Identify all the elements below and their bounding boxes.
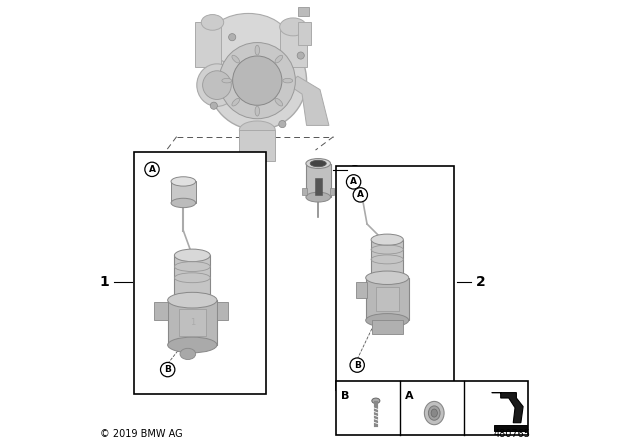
Ellipse shape <box>428 406 440 420</box>
Ellipse shape <box>283 78 292 83</box>
Ellipse shape <box>310 160 326 167</box>
Text: 480765: 480765 <box>493 429 531 439</box>
Ellipse shape <box>365 271 409 284</box>
Bar <box>134 152 266 394</box>
Bar <box>356 282 367 298</box>
Ellipse shape <box>232 99 239 106</box>
Text: B: B <box>164 365 171 374</box>
Bar <box>217 302 228 320</box>
Polygon shape <box>492 392 523 423</box>
Circle shape <box>346 175 361 189</box>
Ellipse shape <box>275 55 283 63</box>
Polygon shape <box>289 76 329 125</box>
Bar <box>371 320 403 334</box>
Bar <box>371 240 403 278</box>
Ellipse shape <box>208 13 289 67</box>
Ellipse shape <box>280 18 307 36</box>
Text: 3: 3 <box>351 164 359 177</box>
Ellipse shape <box>424 401 444 425</box>
Text: A: A <box>148 165 156 174</box>
Ellipse shape <box>171 177 196 186</box>
Bar <box>298 7 308 16</box>
Circle shape <box>145 162 159 177</box>
Ellipse shape <box>178 250 207 261</box>
Circle shape <box>219 43 296 119</box>
Ellipse shape <box>222 78 232 83</box>
Text: © 2019 BMW AG: © 2019 BMW AG <box>100 429 183 439</box>
Bar <box>336 381 529 435</box>
Circle shape <box>161 362 175 377</box>
Circle shape <box>208 31 307 130</box>
Bar <box>154 302 168 320</box>
Ellipse shape <box>174 249 210 262</box>
Bar <box>174 255 210 300</box>
Circle shape <box>297 52 304 59</box>
Text: A: A <box>357 190 364 199</box>
Text: 2: 2 <box>476 275 486 289</box>
Ellipse shape <box>171 198 196 207</box>
Ellipse shape <box>168 337 217 353</box>
Ellipse shape <box>372 398 380 404</box>
Text: B: B <box>341 391 349 401</box>
Bar <box>280 27 307 67</box>
Bar <box>365 278 409 320</box>
Ellipse shape <box>371 234 403 246</box>
Polygon shape <box>494 425 527 431</box>
Circle shape <box>233 56 282 105</box>
Text: A: A <box>405 391 414 401</box>
Ellipse shape <box>255 106 260 116</box>
Bar <box>330 188 334 195</box>
Ellipse shape <box>255 45 260 55</box>
Bar <box>302 188 307 195</box>
Circle shape <box>353 188 367 202</box>
Bar <box>315 178 322 195</box>
Bar <box>306 164 330 197</box>
Circle shape <box>211 102 218 109</box>
Ellipse shape <box>168 293 217 308</box>
Bar <box>298 22 311 45</box>
Bar <box>168 300 217 345</box>
Circle shape <box>203 71 231 99</box>
Bar <box>171 181 196 203</box>
Bar <box>239 130 275 161</box>
Ellipse shape <box>306 159 330 168</box>
Ellipse shape <box>239 121 275 139</box>
Ellipse shape <box>232 55 239 63</box>
Ellipse shape <box>374 235 400 245</box>
Ellipse shape <box>197 64 237 107</box>
Circle shape <box>279 121 286 128</box>
Circle shape <box>350 358 364 372</box>
Text: 1: 1 <box>100 275 109 289</box>
Bar <box>179 309 206 336</box>
Bar <box>195 22 221 67</box>
Ellipse shape <box>365 314 409 327</box>
Text: 1: 1 <box>189 318 195 327</box>
Ellipse shape <box>180 349 196 359</box>
Ellipse shape <box>275 99 283 106</box>
Ellipse shape <box>202 15 224 30</box>
Bar <box>336 166 454 390</box>
Circle shape <box>228 34 236 41</box>
Text: A: A <box>350 177 357 186</box>
Bar <box>376 287 399 311</box>
Ellipse shape <box>431 409 437 417</box>
Ellipse shape <box>306 192 330 202</box>
Text: B: B <box>354 361 360 370</box>
